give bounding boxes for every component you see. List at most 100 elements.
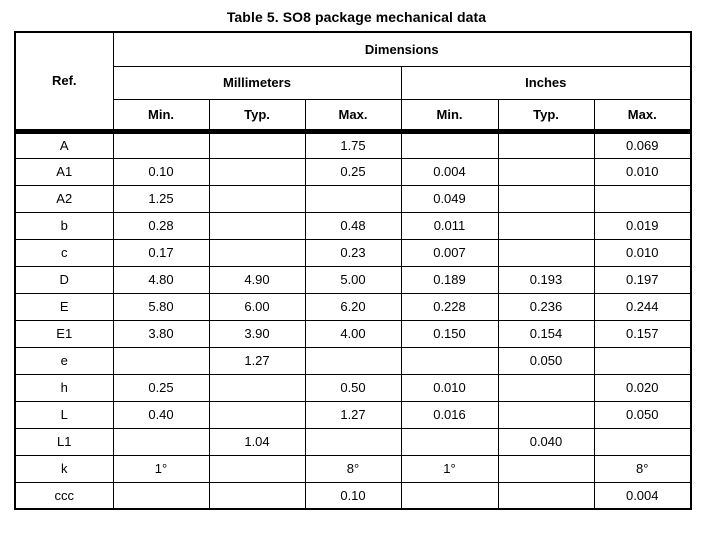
value-cell: [112, 481, 210, 510]
value-cell: 0.049: [400, 184, 499, 213]
table-row: A1 0.10 0.25 0.004 0.010: [14, 157, 692, 186]
value-cell: [112, 427, 210, 456]
mechanical-data-table: Ref. Dimensions Millimeters Inches Min. …: [14, 31, 692, 510]
ref-cell: A: [14, 130, 114, 159]
value-cell: [208, 238, 306, 267]
value-cell: [208, 400, 306, 429]
header-ref: Ref.: [14, 31, 114, 132]
value-cell: 0.040: [497, 427, 595, 456]
value-cell: [497, 454, 595, 483]
ref-cell: E: [14, 292, 114, 321]
table-row: D 4.80 4.90 5.00 0.189 0.193 0.197: [14, 265, 692, 294]
value-cell: [497, 211, 595, 240]
value-cell: 0.010: [400, 373, 499, 402]
value-cell: [208, 454, 306, 483]
value-cell: 0.016: [400, 400, 499, 429]
header-mm-max: Max.: [304, 98, 402, 132]
header-in-typ: Typ.: [497, 98, 595, 132]
header-inches: Inches: [400, 65, 692, 100]
value-cell: 0.050: [497, 346, 595, 375]
header-mm-typ: Typ.: [208, 98, 306, 132]
value-cell: 1.75: [304, 130, 402, 159]
value-cell: [208, 373, 306, 402]
value-cell: 0.23: [304, 238, 402, 267]
ref-cell: D: [14, 265, 114, 294]
ref-cell: c: [14, 238, 114, 267]
value-cell: 0.25: [304, 157, 402, 186]
value-cell: [208, 211, 306, 240]
header-mm-min: Min.: [112, 98, 210, 132]
value-cell: 3.80: [112, 319, 210, 348]
value-cell: [304, 184, 402, 213]
table-row: h 0.25 0.50 0.010 0.020: [14, 373, 692, 402]
value-cell: 0.050: [593, 400, 692, 429]
ref-cell: A2: [14, 184, 114, 213]
table-header: Ref. Dimensions Millimeters Inches Min. …: [14, 31, 692, 132]
value-cell: [400, 346, 499, 375]
header-millimeters: Millimeters: [112, 65, 402, 100]
value-cell: [208, 157, 306, 186]
ref-cell: k: [14, 454, 114, 483]
value-cell: [400, 130, 499, 159]
value-cell: [593, 427, 692, 456]
value-cell: 0.193: [497, 265, 595, 294]
value-cell: 4.00: [304, 319, 402, 348]
value-cell: [593, 346, 692, 375]
value-cell: 1°: [400, 454, 499, 483]
value-cell: 1.25: [112, 184, 210, 213]
value-cell: 0.17: [112, 238, 210, 267]
value-cell: 0.019: [593, 211, 692, 240]
value-cell: [497, 238, 595, 267]
table-row: k 1° 8° 1° 8°: [14, 454, 692, 483]
ref-cell: b: [14, 211, 114, 240]
value-cell: 1°: [112, 454, 210, 483]
value-cell: 0.244: [593, 292, 692, 321]
value-cell: [208, 130, 306, 159]
value-cell: 0.004: [400, 157, 499, 186]
value-cell: 0.069: [593, 130, 692, 159]
value-cell: 0.007: [400, 238, 499, 267]
value-cell: 0.228: [400, 292, 499, 321]
value-cell: 8°: [304, 454, 402, 483]
value-cell: 6.00: [208, 292, 306, 321]
table-row: c 0.17 0.23 0.007 0.010: [14, 238, 692, 267]
table-row: A2 1.25 0.049: [14, 184, 692, 213]
value-cell: [112, 130, 210, 159]
value-cell: 0.197: [593, 265, 692, 294]
value-cell: 1.04: [208, 427, 306, 456]
value-cell: 0.011: [400, 211, 499, 240]
table-row: e 1.27 0.050: [14, 346, 692, 375]
value-cell: 0.154: [497, 319, 595, 348]
value-cell: [208, 481, 306, 510]
ref-cell: h: [14, 373, 114, 402]
table-body: A 1.75 0.069 A1 0.10 0.25 0.004 0.010 A2 1.25 0.04…: [14, 130, 692, 510]
value-cell: [208, 184, 306, 213]
value-cell: [304, 427, 402, 456]
ref-cell: A1: [14, 157, 114, 186]
value-cell: 6.20: [304, 292, 402, 321]
value-cell: 0.236: [497, 292, 595, 321]
table-row: E1 3.80 3.90 4.00 0.150 0.154 0.157: [14, 319, 692, 348]
value-cell: [497, 157, 595, 186]
value-cell: 0.10: [112, 157, 210, 186]
ref-cell: L: [14, 400, 114, 429]
table-row: L 0.40 1.27 0.016 0.050: [14, 400, 692, 429]
value-cell: [400, 427, 499, 456]
value-cell: [497, 373, 595, 402]
value-cell: 1.27: [304, 400, 402, 429]
ref-cell: e: [14, 346, 114, 375]
value-cell: 0.010: [593, 238, 692, 267]
value-cell: 3.90: [208, 319, 306, 348]
value-cell: [497, 481, 595, 510]
value-cell: 0.48: [304, 211, 402, 240]
value-cell: 0.150: [400, 319, 499, 348]
header-in-max: Max.: [593, 98, 692, 132]
header-dimensions: Dimensions: [112, 31, 692, 67]
value-cell: 5.80: [112, 292, 210, 321]
value-cell: 0.40: [112, 400, 210, 429]
value-cell: 0.157: [593, 319, 692, 348]
value-cell: 0.28: [112, 211, 210, 240]
value-cell: 0.010: [593, 157, 692, 186]
table-row: ccc 0.10 0.004: [14, 481, 692, 510]
table-row: A 1.75 0.069: [14, 130, 692, 159]
